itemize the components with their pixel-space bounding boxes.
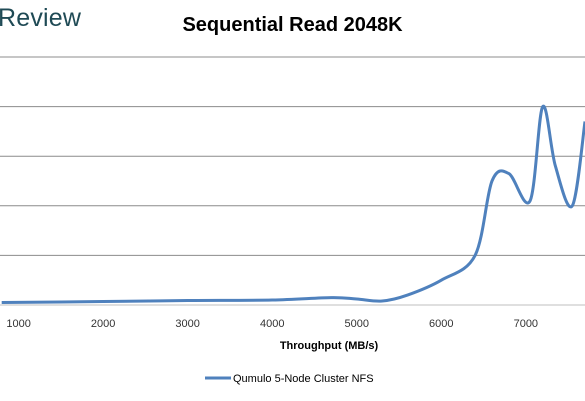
x-tick-label: 2000 (91, 318, 115, 330)
legend: Qumulo 5-Node Cluster NFS (205, 373, 374, 385)
x-axis-label: Throughput (MB/s) (280, 340, 379, 352)
series-line (1, 105, 585, 304)
x-tick-label: 7000 (514, 318, 538, 330)
brand-logo-text: Review (0, 4, 82, 32)
x-tick-label: 4000 (260, 318, 284, 330)
legend-label: Qumulo 5-Node Cluster NFS (233, 373, 374, 385)
x-axis-ticks: 1000 2000 3000 4000 5000 6000 7000 (6, 318, 538, 330)
gridlines (0, 56, 585, 306)
series-layer (1, 105, 585, 304)
x-tick-label: 1000 (6, 318, 30, 330)
x-tick-label: 6000 (429, 318, 453, 330)
x-tick-label: 5000 (345, 318, 369, 330)
x-tick-label: 3000 (175, 318, 199, 330)
chart-title: Sequential Read 2048K (182, 14, 403, 36)
